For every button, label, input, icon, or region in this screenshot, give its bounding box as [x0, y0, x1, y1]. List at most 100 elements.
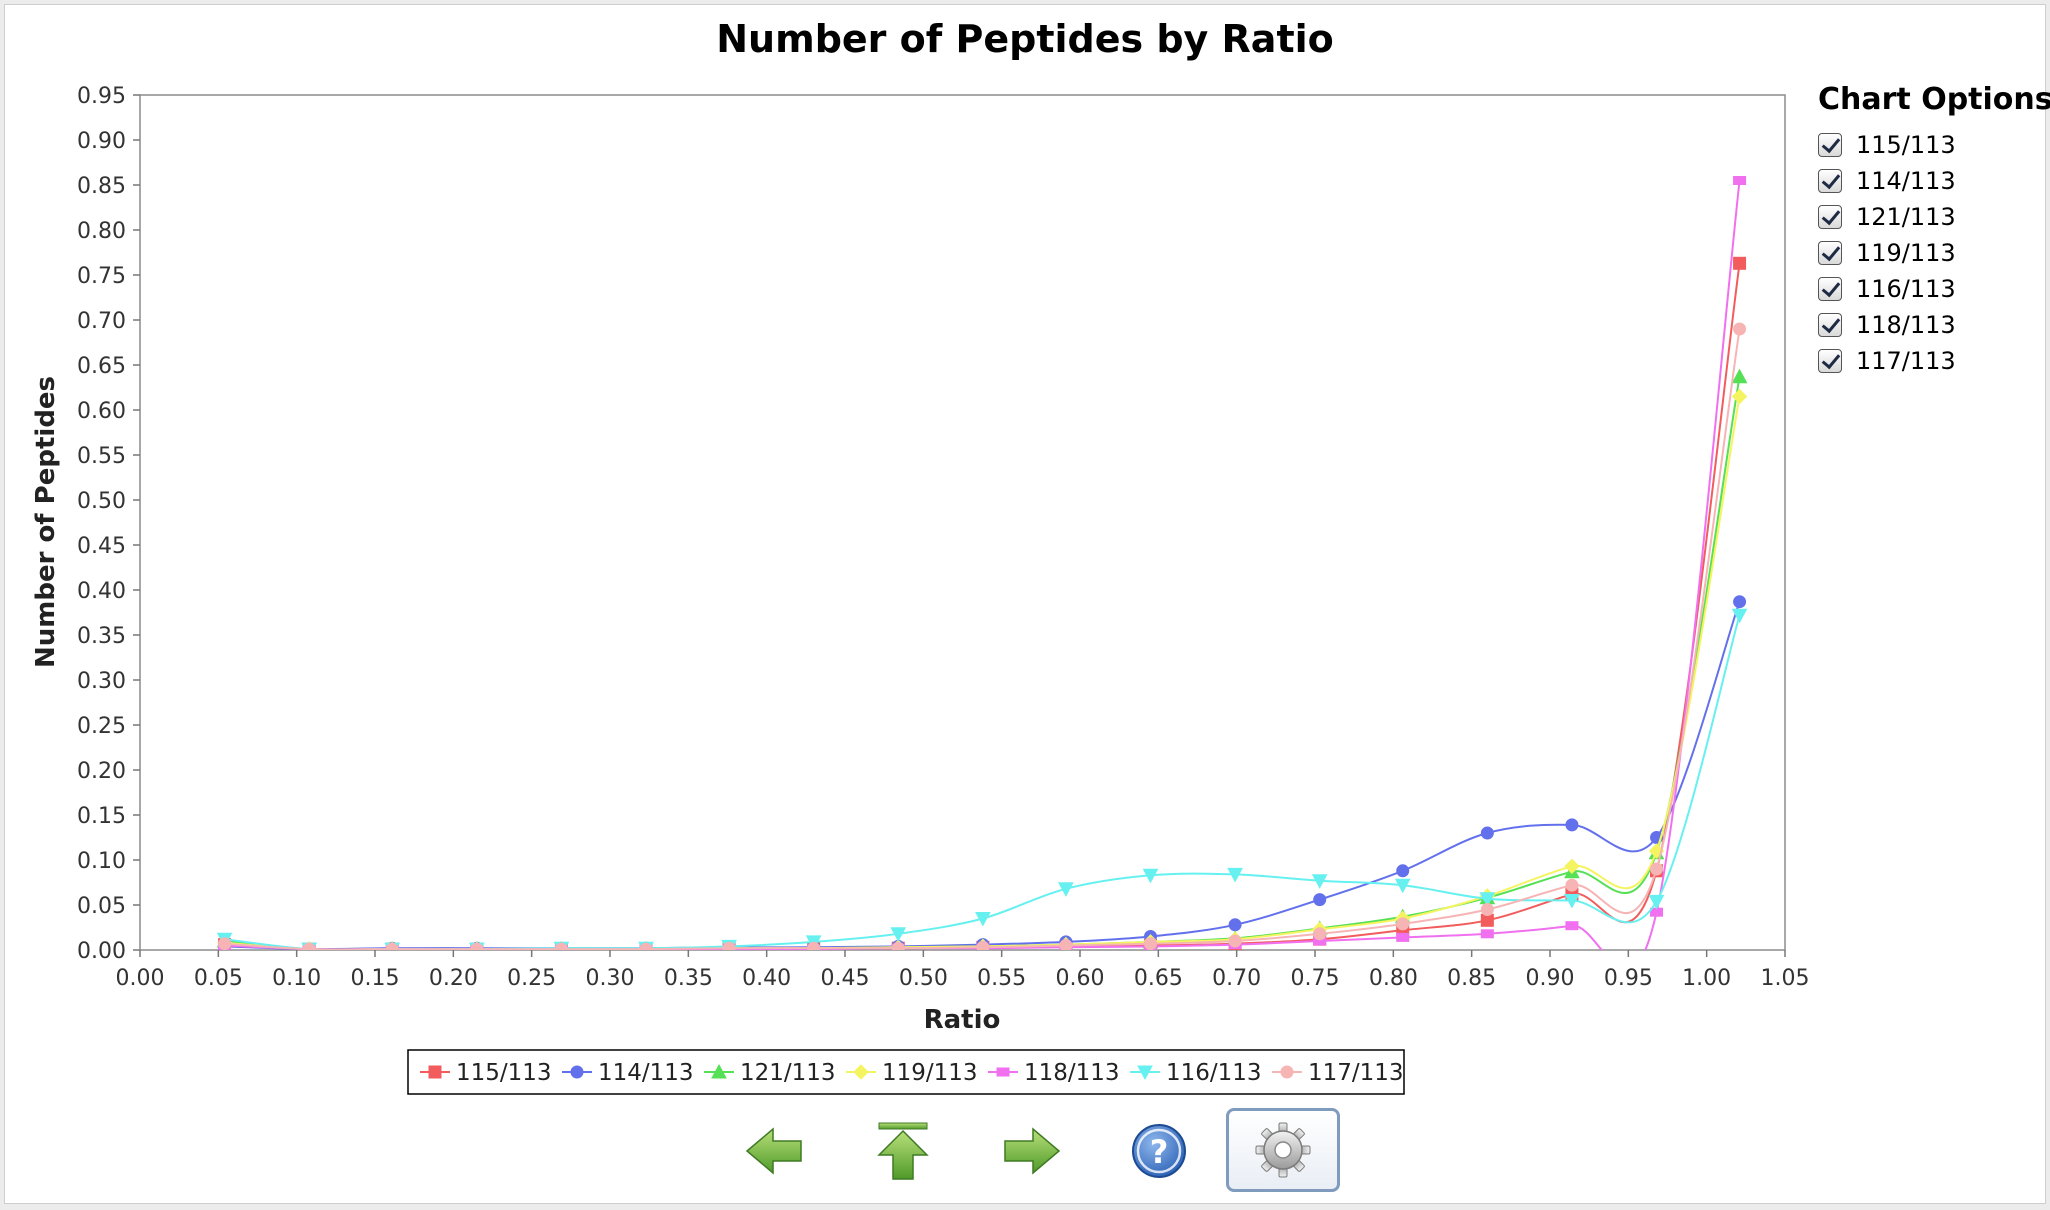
legend-label: 115/113	[456, 1060, 552, 1086]
y-tick-label: 0.45	[77, 534, 126, 559]
series-line	[224, 328, 1741, 950]
data-point	[1565, 878, 1579, 892]
checkbox-icon[interactable]	[1818, 169, 1842, 193]
y-tick-label: 0.00	[77, 939, 126, 964]
legend: 115/113 114/113 121/113 119/113 118/113 116/1…	[407, 1049, 1405, 1095]
option-label: 119/113	[1856, 239, 1956, 267]
x-axis-label: Ratio	[924, 1005, 1001, 1035]
data-point	[1228, 934, 1242, 948]
legend-label: 117/113	[1308, 1060, 1404, 1086]
help-icon: ?	[1132, 1124, 1186, 1178]
data-point	[1731, 388, 1748, 405]
checkbox-icon[interactable]	[1818, 133, 1842, 157]
arrow-right-button[interactable]	[988, 1108, 1074, 1194]
data-point	[1648, 894, 1665, 910]
legend-label: 116/113	[1166, 1060, 1262, 1086]
arrow-right-icon	[1004, 1127, 1061, 1175]
x-tick-label: 0.25	[507, 966, 556, 991]
y-tick-label: 0.75	[77, 264, 126, 289]
x-tick-label: 0.50	[899, 966, 948, 991]
chart-options-title: Chart Options	[1818, 82, 2050, 117]
option-117-113[interactable]: 117/113	[1818, 343, 2038, 379]
x-tick-label: 0.90	[1526, 966, 1575, 991]
data-point	[470, 942, 484, 950]
y-tick-label: 0.65	[77, 354, 126, 379]
y-axis: 0.00 0.05 0.10 0.15 0.20 0.25 0.30 0.35 0.40 0.45…	[77, 84, 140, 964]
data-point	[1396, 864, 1410, 878]
chart-options-panel: Chart Options 115/113 114/113 121/113 119/1…	[1818, 82, 2050, 379]
checkbox-icon[interactable]	[1818, 349, 1842, 373]
data-point	[1564, 858, 1580, 875]
data-point	[554, 942, 568, 950]
checkbox-icon[interactable]	[1818, 277, 1842, 301]
data-point	[1733, 322, 1747, 336]
arrow-top-icon	[877, 1122, 929, 1180]
option-119-113[interactable]: 119/113	[1818, 235, 2038, 271]
option-115-113[interactable]: 115/113	[1818, 127, 2038, 163]
data-point	[1227, 867, 1243, 883]
arrow-left-button[interactable]	[732, 1108, 818, 1194]
data-point	[1313, 893, 1327, 907]
checkbox-icon[interactable]	[1818, 241, 1842, 265]
y-tick-label: 0.30	[77, 669, 126, 694]
data-point	[1731, 608, 1748, 624]
gear-icon	[1255, 1122, 1311, 1178]
option-114-113[interactable]: 114/113	[1818, 163, 2038, 199]
arrow-left-icon	[745, 1127, 802, 1175]
data-point	[639, 942, 653, 950]
legend-item: 115/113	[420, 1060, 552, 1086]
x-tick-label: 1.00	[1682, 966, 1731, 991]
y-tick-label: 0.95	[77, 84, 126, 109]
option-label: 115/113	[1856, 131, 1956, 159]
y-tick-label: 0.50	[77, 489, 126, 514]
y-tick-label: 0.25	[77, 714, 126, 739]
settings-button[interactable]	[1226, 1108, 1340, 1192]
series-layer	[216, 176, 1748, 950]
y-tick-label: 0.55	[77, 444, 126, 469]
x-tick-label: 0.10	[272, 966, 321, 991]
data-point	[1733, 595, 1747, 609]
legend-marker	[853, 1064, 869, 1080]
y-tick-label: 0.10	[77, 849, 126, 874]
checkbox-icon[interactable]	[1818, 313, 1842, 337]
x-tick-label: 0.85	[1447, 966, 1496, 991]
data-point	[302, 942, 316, 950]
data-point	[1228, 918, 1242, 932]
option-label: 116/113	[1856, 275, 1956, 303]
help-button[interactable]: ?	[1116, 1108, 1202, 1194]
x-tick-label: 0.35	[664, 966, 713, 991]
legend-label: 119/113	[882, 1060, 978, 1086]
option-121-113[interactable]: 121/113	[1818, 199, 2038, 235]
data-point	[385, 942, 399, 950]
data-point	[1565, 921, 1579, 931]
data-point	[1142, 868, 1159, 884]
legend-item: 119/113	[846, 1060, 978, 1086]
legend-label: 114/113	[598, 1060, 694, 1086]
data-point	[890, 927, 907, 942]
data-point	[1144, 937, 1157, 950]
data-point	[1565, 818, 1579, 832]
checkbox-icon[interactable]	[1818, 205, 1842, 229]
y-tick-label: 0.05	[77, 894, 126, 919]
data-point	[1731, 368, 1748, 384]
data-point	[1479, 892, 1496, 907]
data-point	[1313, 927, 1327, 941]
x-tick-label: 0.00	[116, 966, 165, 991]
option-118-113[interactable]: 118/113	[1818, 307, 2038, 343]
x-tick-label: 0.65	[1134, 966, 1183, 991]
legend-item: 118/113	[988, 1060, 1120, 1086]
y-tick-label: 0.15	[77, 804, 126, 829]
y-tick-label: 0.20	[77, 759, 126, 784]
option-label: 121/113	[1856, 203, 1956, 231]
arrow-top-button[interactable]	[860, 1108, 946, 1194]
x-tick-label: 0.55	[977, 966, 1026, 991]
option-label: 114/113	[1856, 167, 1956, 195]
data-point	[1311, 874, 1328, 889]
x-tick-label: 0.30	[586, 966, 635, 991]
legend-item: 116/113	[1130, 1060, 1262, 1086]
x-tick-label: 0.95	[1604, 966, 1653, 991]
data-point	[1733, 256, 1747, 270]
option-116-113[interactable]: 116/113	[1818, 271, 2038, 307]
data-point	[1480, 913, 1494, 927]
